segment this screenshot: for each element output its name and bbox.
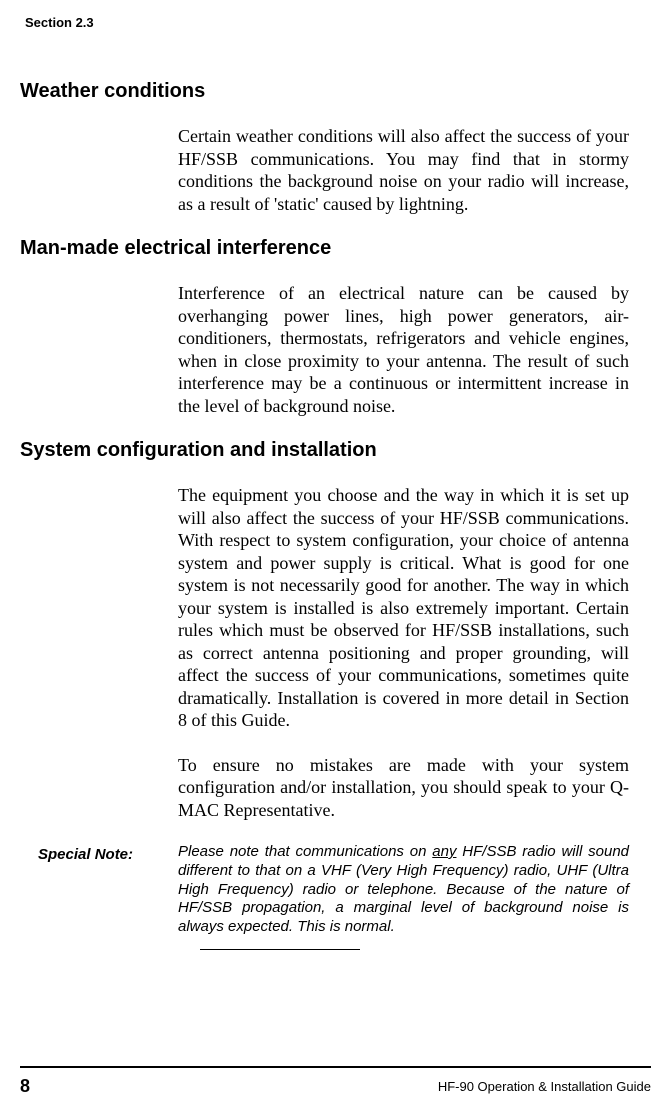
paragraph-interference: Interference of an electrical nature can… bbox=[178, 282, 629, 417]
special-note-row: Special Note: Please note that communica… bbox=[20, 843, 651, 937]
section-header: Section 2.3 bbox=[25, 15, 651, 30]
special-note-text: Please note that communications on any H… bbox=[178, 843, 629, 937]
paragraph-system-2: To ensure no mistakes are made with your… bbox=[178, 754, 629, 822]
paragraph-system-1: The equipment you choose and the way in … bbox=[178, 484, 629, 732]
heading-weather: Weather conditions bbox=[20, 80, 651, 103]
note-text-before: Please note that communications on bbox=[178, 843, 432, 860]
heading-system: System configuration and installation bbox=[20, 439, 651, 462]
page-number: 8 bbox=[20, 1076, 30, 1097]
main-content: Weather conditions Certain weather condi… bbox=[20, 80, 651, 950]
note-text-underlined: any bbox=[432, 843, 456, 860]
paragraph-weather: Certain weather conditions will also aff… bbox=[178, 125, 629, 215]
footer-doc-title: HF-90 Operation & Installation Guide bbox=[438, 1079, 651, 1094]
heading-interference: Man-made electrical interference bbox=[20, 237, 651, 260]
separator-line bbox=[200, 949, 360, 950]
page-footer: 8 HF-90 Operation & Installation Guide bbox=[20, 1066, 651, 1097]
special-note-label: Special Note: bbox=[20, 843, 178, 863]
